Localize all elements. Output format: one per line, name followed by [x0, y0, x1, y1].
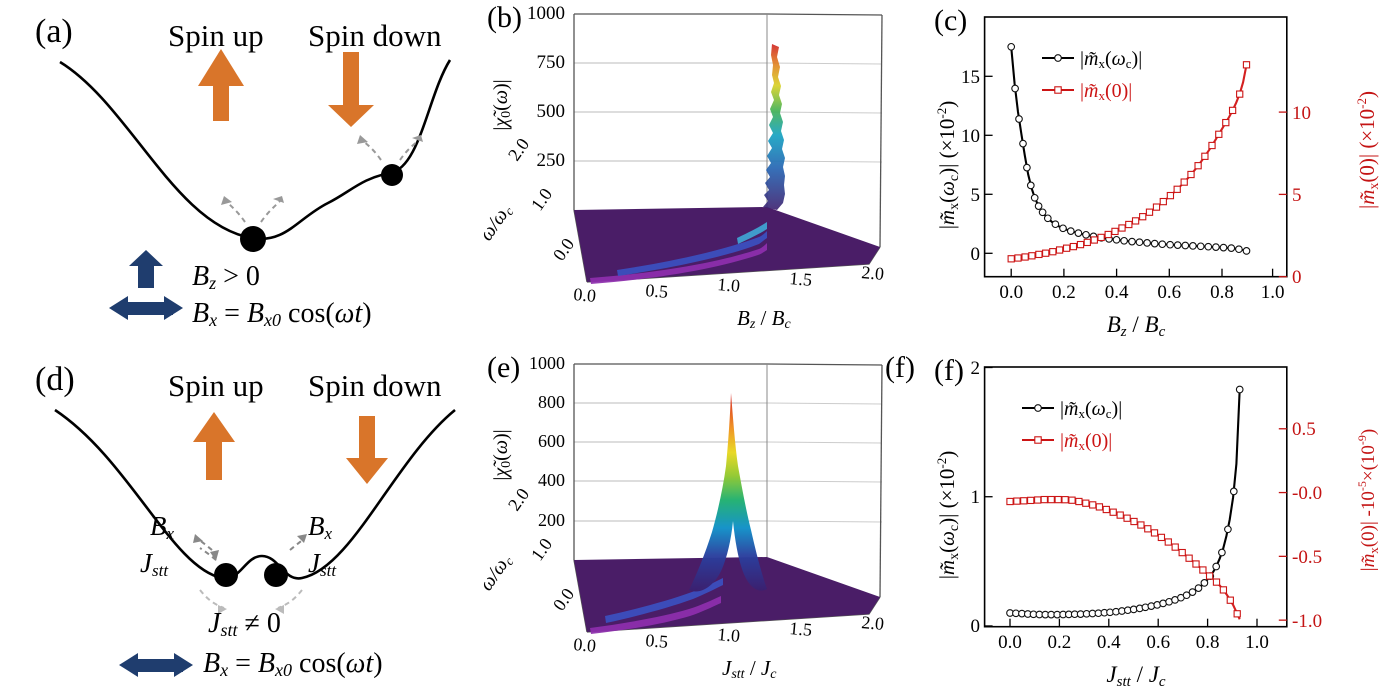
svg-text:0.2: 0.2 [1052, 282, 1076, 303]
svg-text:0.0: 0.0 [573, 634, 597, 656]
svg-text:1000: 1000 [527, 3, 565, 24]
svg-text:|m̃x(0)| (×10-2): |m̃x(0)| (×10-2) [1354, 91, 1382, 209]
svg-text:1.0: 1.0 [1261, 282, 1285, 303]
svg-text:|m̃x(ωc)|: |m̃x(ωc)| [1080, 48, 1142, 71]
svg-text:0.6: 0.6 [1157, 282, 1181, 303]
svg-text:0.5: 0.5 [645, 630, 669, 652]
svg-text:Bz > 0: Bz > 0 [192, 261, 260, 293]
svg-text:2.0: 2.0 [504, 134, 533, 164]
svg-text:2.0: 2.0 [504, 484, 533, 514]
svg-text:|m̃x(ωc)| (×10-2): |m̃x(ωc)| (×10-2) [934, 451, 962, 580]
svg-text:Jstt: Jstt [308, 548, 337, 580]
svg-text:1000: 1000 [529, 353, 565, 373]
svg-text:(e): (e) [487, 351, 520, 384]
svg-text:-0.0: -0.0 [1292, 483, 1322, 504]
svg-text:0.0: 0.0 [999, 282, 1023, 303]
svg-text:(d): (d) [35, 361, 75, 398]
svg-text:(f): (f) [934, 354, 964, 387]
svg-text:0.0: 0.0 [549, 584, 578, 614]
svg-text:0: 0 [971, 244, 981, 265]
svg-text:Jstt: Jstt [140, 548, 169, 580]
svg-text:Jstt / Jc: Jstt / Jc [1106, 662, 1166, 690]
svg-text:Jstt / Jc: Jstt / Jc [722, 656, 777, 682]
svg-text:Bx = Bx0 cos(ωt): Bx = Bx0 cos(ωt) [203, 648, 383, 680]
svg-text:15: 15 [961, 67, 980, 88]
svg-text:1.0: 1.0 [527, 184, 556, 214]
svg-text:|m̃x(ωc)|: |m̃x(ωc)| [1060, 398, 1122, 421]
svg-text:2: 2 [971, 358, 981, 379]
svg-text:|χ̃0(ω)|: |χ̃0(ω)| [490, 429, 514, 480]
svg-text:|m̃x(ωc)| (×10-2): |m̃x(ωc)| (×10-2) [934, 101, 962, 230]
svg-text:0.0: 0.0 [549, 234, 578, 264]
svg-text:1.0: 1.0 [717, 274, 741, 296]
svg-text:Bx = Bx0 cos(ωt): Bx = Bx0 cos(ωt) [192, 298, 372, 330]
svg-text:400: 400 [538, 470, 565, 490]
svg-text:-0.5: -0.5 [1292, 547, 1322, 568]
svg-text:10: 10 [1292, 103, 1311, 124]
svg-text:800: 800 [538, 392, 565, 412]
svg-text:750: 750 [537, 52, 566, 73]
svg-text:0.4: 0.4 [1105, 282, 1129, 303]
svg-text:(f): (f) [885, 351, 915, 384]
svg-text:Spin down: Spin down [308, 18, 442, 53]
svg-text:Bz / Bc: Bz / Bc [737, 306, 791, 332]
svg-text:0: 0 [971, 616, 981, 637]
svg-text:0.6: 0.6 [1146, 632, 1170, 653]
svg-text:Spin up: Spin up [168, 368, 264, 403]
svg-text:10: 10 [961, 126, 980, 147]
svg-text:0.0: 0.0 [573, 284, 597, 306]
svg-text:Spin down: Spin down [308, 368, 442, 403]
svg-text:1: 1 [971, 487, 981, 508]
svg-text:0.2: 0.2 [1048, 632, 1072, 653]
svg-text:0.8: 0.8 [1210, 282, 1234, 303]
svg-text:|m̃x(0)| -10-5×(10-9): |m̃x(0)| -10-5×(10-9) [1355, 429, 1381, 571]
svg-text:5: 5 [971, 185, 981, 206]
svg-text:ω/ωc: ω/ωc [475, 200, 517, 246]
svg-text:Bz / Bc: Bz / Bc [1107, 312, 1166, 340]
svg-text:0.0: 0.0 [998, 632, 1022, 653]
svg-text:|m̃x(0)|: |m̃x(0)| [1060, 430, 1112, 453]
svg-text:1.0: 1.0 [717, 624, 741, 646]
svg-text:Spin up: Spin up [168, 18, 264, 53]
svg-text:|χ̃0(ω)|: |χ̃0(ω)| [490, 79, 514, 130]
svg-text:Bx: Bx [150, 511, 175, 543]
svg-text:600: 600 [538, 431, 565, 451]
svg-text:Bx: Bx [308, 511, 333, 543]
svg-text:500: 500 [537, 101, 566, 122]
svg-text:0: 0 [1292, 267, 1302, 288]
svg-text:250: 250 [537, 150, 566, 171]
svg-text:(b): (b) [487, 1, 522, 34]
svg-text:2.0: 2.0 [861, 612, 885, 634]
svg-text:2.0: 2.0 [861, 262, 885, 284]
svg-text:|m̃x(0)|: |m̃x(0)| [1080, 80, 1132, 103]
svg-text:-1.0: -1.0 [1292, 611, 1322, 632]
svg-text:1.5: 1.5 [789, 268, 813, 290]
svg-text:0.8: 0.8 [1196, 632, 1220, 653]
svg-text:(a): (a) [35, 13, 73, 50]
svg-text:200: 200 [538, 510, 565, 530]
svg-text:0.4: 0.4 [1097, 632, 1121, 653]
svg-text:1.0: 1.0 [527, 534, 556, 564]
svg-text:0.5: 0.5 [1292, 419, 1316, 440]
svg-text:Jstt ≠ 0: Jstt ≠ 0 [208, 608, 281, 640]
svg-text:1.0: 1.0 [1245, 632, 1269, 653]
svg-text:1.5: 1.5 [789, 618, 813, 640]
svg-text:(c): (c) [934, 4, 967, 37]
svg-text:0.5: 0.5 [645, 280, 669, 302]
svg-text:5: 5 [1292, 185, 1302, 206]
svg-text:ω/ωc: ω/ωc [475, 550, 517, 596]
